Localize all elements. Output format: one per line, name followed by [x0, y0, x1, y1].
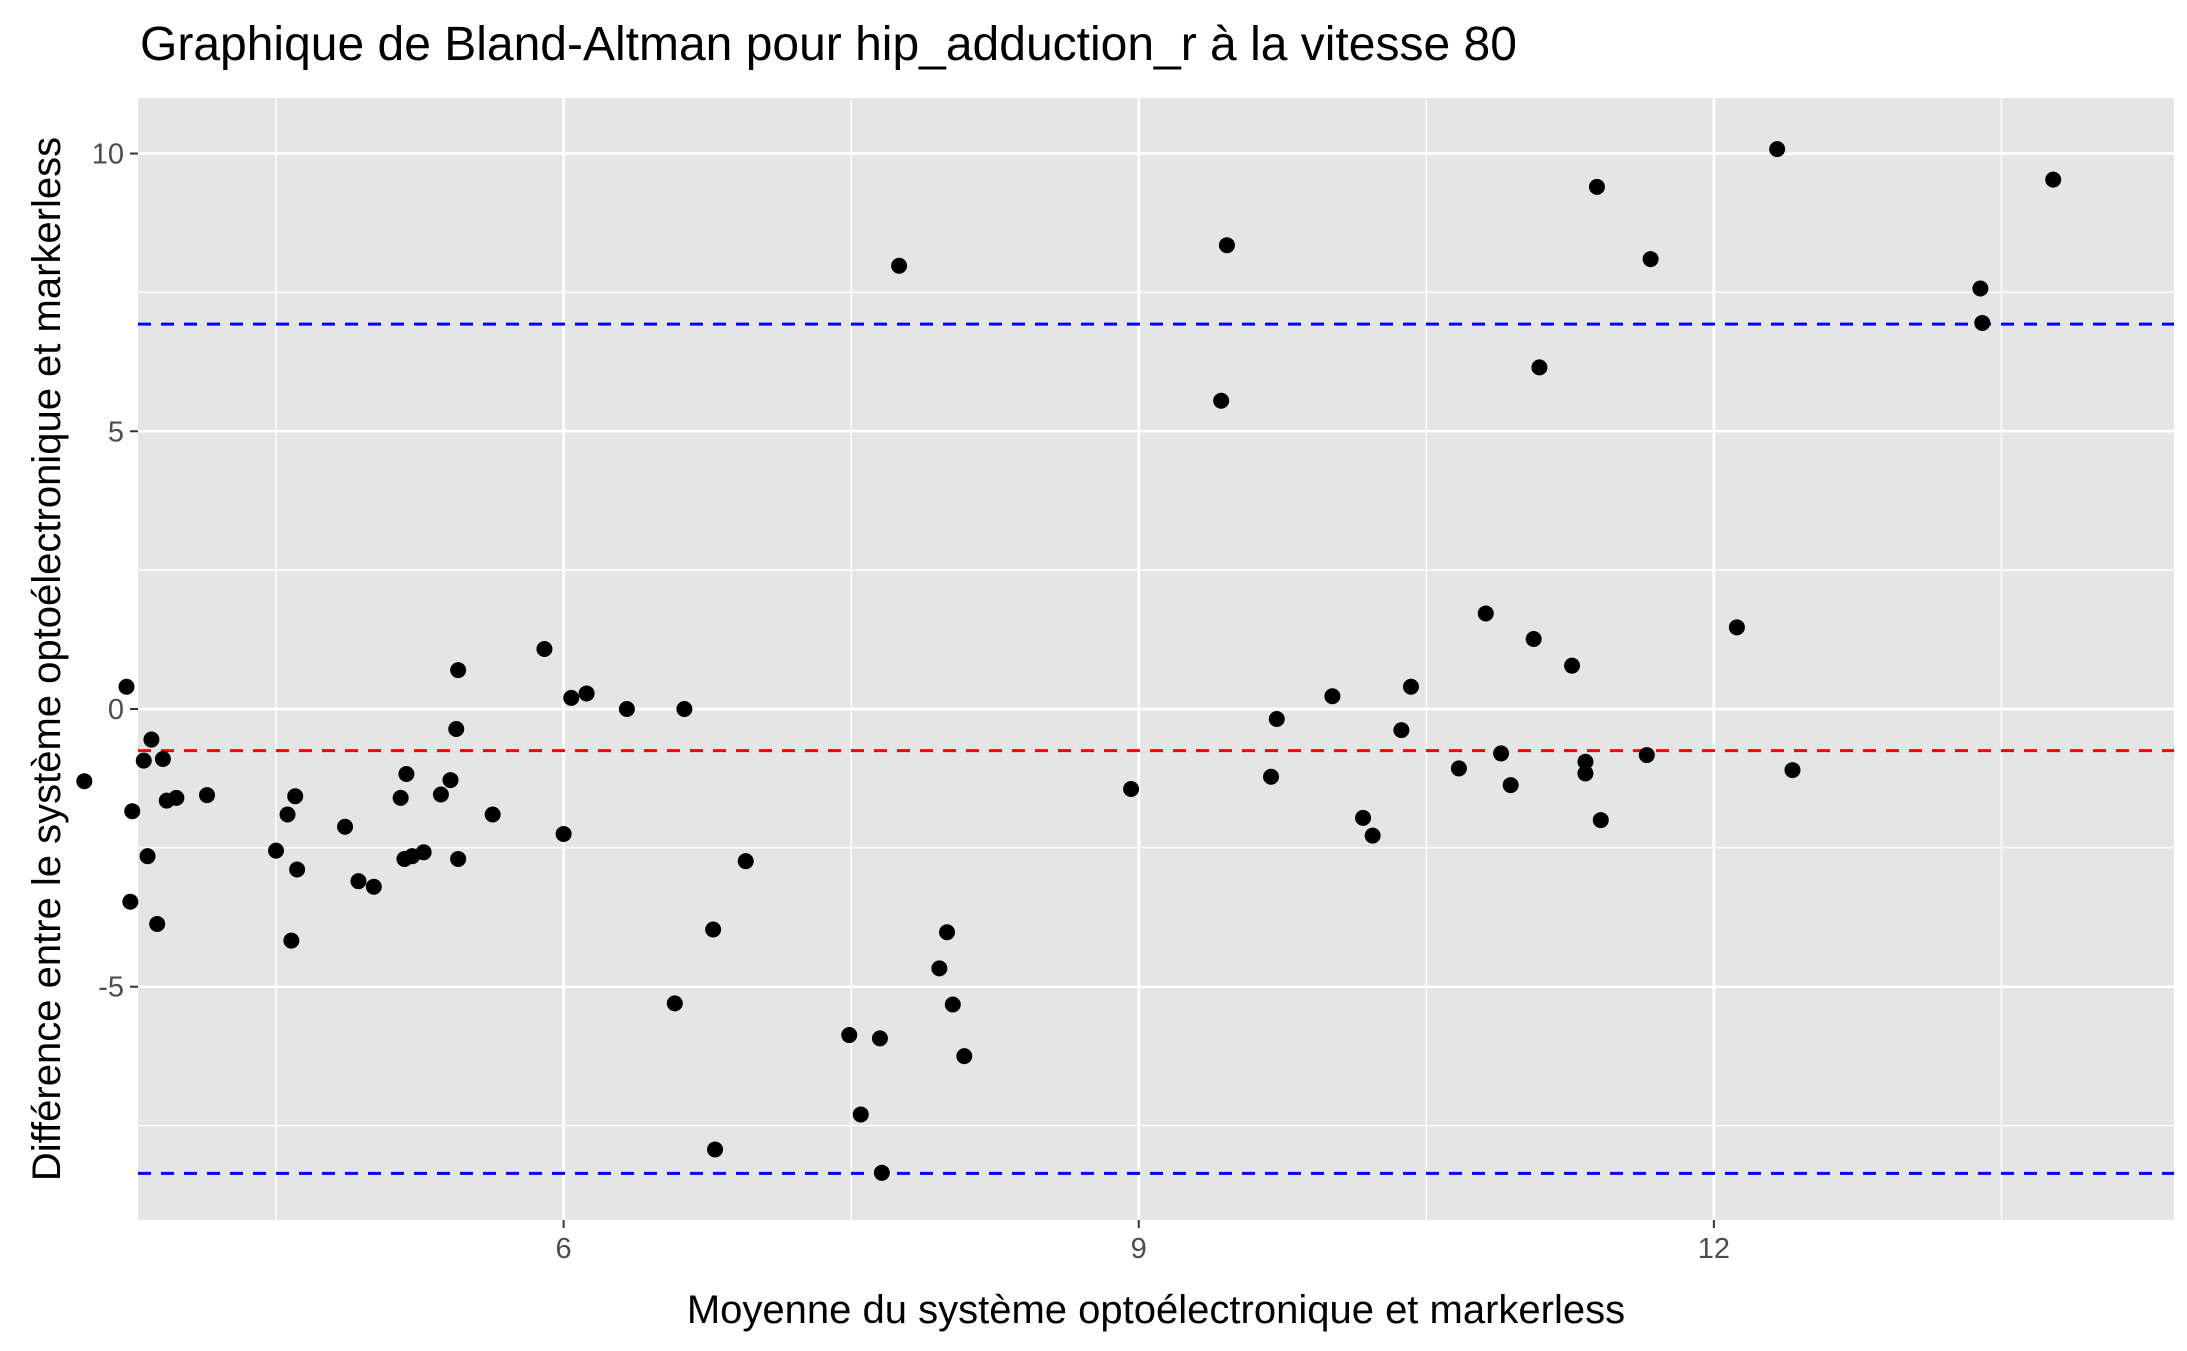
data-point — [1769, 141, 1786, 158]
data-point — [1577, 765, 1594, 782]
data-point — [1477, 605, 1494, 622]
data-points — [76, 141, 2062, 1181]
data-point — [1642, 251, 1659, 268]
y-tick-label: 5 — [108, 416, 124, 448]
data-point — [891, 257, 908, 274]
data-point — [1564, 657, 1581, 674]
data-point — [1974, 314, 1991, 331]
data-point — [122, 893, 139, 910]
data-point — [1393, 722, 1410, 739]
data-point — [1728, 619, 1745, 636]
data-point — [1364, 827, 1381, 844]
data-point — [283, 932, 300, 949]
data-point — [392, 789, 409, 806]
y-tick-label: 0 — [108, 694, 124, 726]
data-point — [676, 700, 693, 717]
data-point — [1784, 762, 1801, 779]
data-point — [450, 850, 467, 867]
data-point — [289, 861, 306, 878]
data-point — [618, 700, 635, 717]
data-point — [154, 750, 171, 767]
data-point — [1502, 777, 1519, 794]
x-tick-label: 12 — [1698, 1233, 1730, 1265]
data-point — [841, 1027, 858, 1044]
data-point — [1263, 768, 1280, 785]
data-point — [873, 1164, 890, 1181]
data-point — [415, 844, 432, 861]
data-point — [536, 641, 553, 658]
data-point — [1531, 359, 1548, 376]
data-point — [76, 773, 93, 790]
data-point — [168, 789, 185, 806]
x-axis-label: Moyenne du système optoélectronique et m… — [687, 1288, 1625, 1332]
data-point — [1450, 760, 1467, 777]
minor-gridlines — [138, 98, 2174, 1220]
data-point — [852, 1106, 869, 1123]
data-point — [737, 853, 754, 870]
data-point — [707, 1141, 724, 1158]
data-point — [1577, 753, 1594, 770]
data-point — [143, 731, 160, 748]
data-point — [1588, 178, 1605, 195]
data-point — [705, 921, 722, 938]
data-point — [365, 878, 382, 895]
data-point — [2045, 171, 2062, 188]
data-point — [1638, 747, 1655, 764]
y-tick-label: 10 — [92, 139, 124, 171]
data-point — [1525, 631, 1542, 648]
data-point — [149, 915, 166, 932]
data-point — [1268, 710, 1285, 727]
chart-title: Graphique de Bland-Altman pour hip_adduc… — [140, 18, 1517, 71]
data-point — [139, 848, 156, 865]
data-point — [939, 924, 956, 941]
data-point — [1213, 392, 1230, 409]
data-point — [1402, 678, 1419, 695]
data-point — [450, 662, 467, 679]
data-point — [555, 825, 572, 842]
y-axis-label: Différence entre le système optoélectron… — [25, 137, 69, 1181]
x-tick-label: 9 — [1131, 1233, 1147, 1265]
data-point — [1972, 280, 1989, 297]
data-point — [1324, 688, 1341, 705]
data-point — [666, 995, 683, 1012]
data-point — [931, 960, 948, 977]
data-point — [135, 752, 152, 769]
data-point — [1592, 812, 1609, 829]
major-gridlines — [138, 98, 2174, 1220]
x-axis-ticks: 6 9 12 — [556, 1220, 1730, 1265]
data-point — [1218, 237, 1235, 254]
data-point — [118, 678, 135, 695]
data-point — [337, 818, 354, 835]
data-point — [199, 787, 216, 804]
data-point — [432, 786, 449, 803]
data-point — [124, 803, 141, 820]
data-point — [287, 788, 304, 805]
data-point — [448, 720, 465, 737]
data-point — [484, 806, 501, 823]
data-point — [268, 842, 285, 859]
data-point — [350, 873, 367, 890]
data-point — [578, 685, 595, 702]
y-tick-label: -5 — [98, 972, 124, 1004]
data-point — [442, 772, 459, 789]
data-point — [563, 689, 580, 706]
data-point — [956, 1048, 973, 1065]
y-axis-ticks: -5 0 5 10 — [92, 139, 138, 1004]
data-point — [279, 806, 296, 823]
x-tick-label: 6 — [556, 1233, 572, 1265]
data-point — [1123, 780, 1140, 797]
data-point — [871, 1030, 888, 1047]
data-point — [1355, 809, 1372, 826]
data-point — [1493, 745, 1510, 762]
reference-lines — [138, 322, 2174, 1175]
data-point — [398, 765, 415, 782]
plot-panel — [138, 98, 2174, 1220]
data-point — [944, 996, 961, 1013]
